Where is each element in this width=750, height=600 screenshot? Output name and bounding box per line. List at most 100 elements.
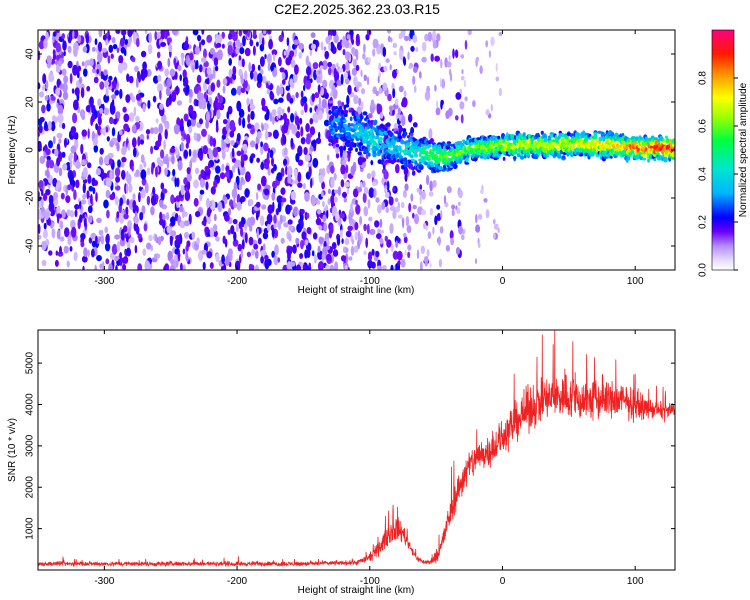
- spectrogram-noise-cell: [190, 156, 197, 163]
- spectrogram-noise-cell: [495, 62, 498, 72]
- spectrogram-noise-cell: [174, 239, 181, 247]
- spectrogram-noise-cell: [117, 159, 121, 168]
- spectrogram-noise-cell: [285, 204, 291, 215]
- spectrogram-signal-cell: [645, 147, 648, 152]
- spectrogram-signal-cell: [401, 140, 406, 145]
- spectrogram-noise-cell: [251, 249, 255, 256]
- spectrogram-noise-cell: [419, 194, 422, 205]
- spectrogram-signal-cell: [549, 134, 554, 138]
- spectrogram-noise-cell: [315, 137, 322, 144]
- spectrogram-ylabel: Frequency (Hz): [7, 116, 18, 185]
- spectrogram-noise-cell: [412, 34, 418, 44]
- spectrogram-noise-cell: [82, 193, 86, 200]
- spectrogram-noise-cell: [408, 65, 412, 70]
- spectrogram-noise-cell: [166, 37, 172, 43]
- spectrogram-noise-cell: [143, 223, 148, 232]
- spectrogram-noise-cell: [170, 216, 176, 227]
- spectrogram-noise-cell: [45, 31, 49, 41]
- spectrogram-noise-cell: [121, 61, 128, 71]
- spectrogram-noise-cell: [168, 156, 172, 162]
- spectrogram-noise-cell: [132, 31, 137, 41]
- spectrogram-noise-cell: [38, 50, 41, 61]
- spectrogram-signal-cell: [335, 143, 340, 148]
- spectrogram-noise-cell: [51, 221, 55, 228]
- spectrogram-noise-cell: [485, 109, 490, 116]
- spectrogram-noise-cell: [205, 120, 210, 129]
- spectrogram-signal-cell: [341, 109, 345, 116]
- spectrogram-noise-cell: [121, 146, 127, 156]
- spectrogram-noise-cell: [77, 34, 82, 44]
- spectrogram-noise-cell: [227, 105, 233, 115]
- spectrogram-noise-cell: [351, 67, 357, 76]
- spectrogram-signal-cell: [397, 135, 403, 140]
- spectrogram-noise-cell: [326, 210, 329, 219]
- spectrogram-xtick-label: -100: [360, 276, 380, 287]
- spectrogram-signal-cell: [546, 142, 551, 147]
- spectrogram-noise-cell: [205, 197, 210, 209]
- spectrogram-noise-cell: [81, 255, 88, 263]
- spectrogram-noise-cell: [50, 121, 56, 132]
- spectrogram-noise-cell: [94, 264, 97, 270]
- spectrogram-noise-cell: [330, 165, 335, 174]
- spectrogram-noise-cell: [283, 124, 288, 134]
- spectrogram-noise-cell: [272, 53, 276, 62]
- spectrogram-noise-cell: [421, 41, 427, 52]
- spectrogram-noise-cell: [52, 53, 57, 61]
- spectrogram-noise-cell: [191, 111, 196, 120]
- spectrogram-noise-cell: [46, 159, 50, 169]
- spectrogram-noise-cell: [318, 97, 321, 106]
- spectrogram-noise-cell: [109, 118, 114, 124]
- spectrogram-noise-cell: [146, 242, 152, 250]
- spectrogram-noise-cell: [192, 30, 199, 36]
- spectrogram-noise-cell: [196, 74, 202, 84]
- spectrogram-noise-cell: [286, 165, 293, 177]
- spectrogram-noise-cell: [205, 78, 209, 84]
- spectrogram-noise-cell: [371, 248, 375, 256]
- spectrogram-noise-cell: [249, 70, 254, 80]
- spectrogram-noise-cell: [338, 67, 344, 73]
- spectrogram-noise-cell: [109, 171, 113, 181]
- spectrogram-noise-cell: [87, 174, 92, 184]
- spectrogram-noise-cell: [397, 237, 401, 243]
- spectrogram-noise-cell: [119, 259, 123, 266]
- spectrogram-noise-cell: [472, 100, 476, 108]
- spectrogram-signal-cell: [476, 137, 481, 141]
- spectrogram-noise-cell: [375, 197, 380, 203]
- spectrogram-noise-cell: [66, 260, 70, 268]
- spectrogram-noise-cell: [69, 159, 73, 169]
- spectrogram-noise-cell: [182, 248, 186, 255]
- spectrogram-signal-cell: [406, 142, 411, 146]
- spectrogram-noise-cell: [256, 41, 259, 47]
- spectrogram-noise-cell: [317, 245, 321, 253]
- spectrogram-noise-cell: [412, 122, 418, 128]
- spectrogram-noise-cell: [84, 61, 88, 69]
- spectrogram-noise-cell: [368, 216, 373, 222]
- spectrogram-signal-cell: [600, 131, 605, 138]
- spectrogram-noise-cell: [199, 118, 203, 125]
- spectrogram-noise-cell: [60, 192, 65, 200]
- spectrogram-noise-cell: [97, 41, 103, 52]
- spectrogram-noise-cell: [114, 89, 120, 96]
- spectrogram-noise-cell: [108, 44, 114, 53]
- spectrogram-noise-cell: [397, 107, 401, 115]
- spectrogram-noise-cell: [247, 123, 252, 129]
- spectrogram-noise-cell: [126, 198, 130, 206]
- spectrogram-noise-cell: [107, 55, 111, 64]
- spectrogram-noise-cell: [141, 155, 145, 164]
- spectrogram-signal-cell: [407, 159, 412, 164]
- spectrogram-noise-cell: [152, 75, 159, 84]
- spectrogram-noise-cell: [105, 38, 109, 46]
- spectrogram-noise-cell: [336, 79, 341, 86]
- spectrogram-noise-cell: [164, 167, 168, 177]
- spectrogram-noise-cell: [180, 262, 183, 270]
- spectrogram-noise-cell: [272, 201, 275, 212]
- spectrogram-noise-cell: [187, 180, 191, 191]
- spectrogram-noise-cell: [134, 65, 139, 72]
- spectrogram-noise-cell: [273, 223, 277, 229]
- spectrogram-signal-cell: [642, 157, 647, 161]
- spectrogram-noise-cell: [48, 250, 53, 256]
- spectrogram-noise-cell: [353, 75, 358, 87]
- spectrogram-noise-cell: [336, 62, 339, 68]
- spectrogram-signal-cell: [379, 131, 385, 135]
- spectrogram-noise-cell: [67, 60, 73, 69]
